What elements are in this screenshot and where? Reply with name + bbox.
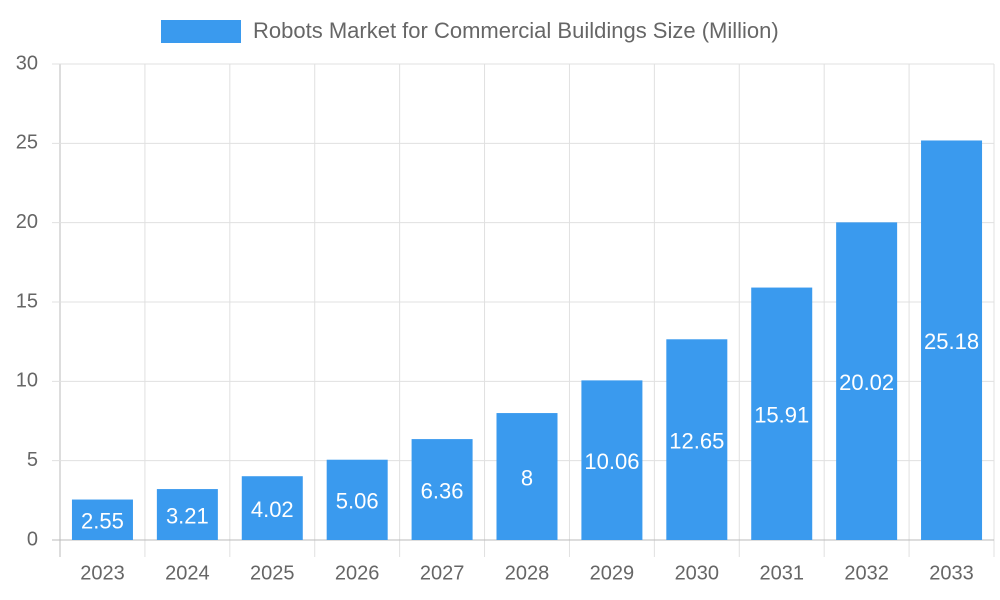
bar [751, 287, 813, 540]
data-label: 25.18 [924, 329, 979, 354]
data-label: 20.02 [839, 370, 894, 395]
y-tick-label: 25 [16, 132, 38, 154]
data-label: 12.65 [669, 428, 724, 453]
y-tick-label: 0 [27, 528, 38, 550]
y-tick-label: 20 [16, 211, 38, 233]
y-tick-label: 15 [16, 290, 38, 312]
data-label: 4.02 [251, 497, 294, 522]
data-label: 15.91 [754, 403, 809, 428]
bar [496, 413, 558, 540]
x-tick-label: 2024 [165, 562, 210, 584]
x-tick-label: 2023 [80, 562, 125, 584]
bar [156, 489, 218, 540]
x-tick-label: 2032 [844, 562, 889, 584]
bar [411, 439, 473, 540]
data-label: 2.55 [81, 509, 124, 534]
data-label: 8 [521, 465, 533, 490]
data-label: 5.06 [336, 489, 379, 514]
y-tick-label: 5 [27, 449, 38, 471]
bar [71, 499, 133, 540]
x-tick-label: 2027 [420, 562, 465, 584]
legend-label: Robots Market for Commercial Buildings S… [253, 18, 779, 43]
bar [326, 459, 388, 540]
x-tick-label: 2033 [929, 562, 974, 584]
legend-swatch [161, 20, 241, 43]
x-tick-label: 2026 [335, 562, 380, 584]
bar [836, 222, 898, 540]
bar [241, 476, 303, 540]
data-label: 10.06 [584, 449, 639, 474]
bar [921, 140, 983, 540]
x-tick-label: 2025 [250, 562, 295, 584]
x-tick-label: 2031 [759, 562, 804, 584]
bar [581, 380, 643, 540]
y-tick-label: 30 [16, 52, 38, 74]
x-tick-label: 2030 [675, 562, 720, 584]
bar [666, 339, 728, 540]
data-label: 3.21 [166, 503, 209, 528]
data-label: 6.36 [421, 478, 464, 503]
y-tick-label: 10 [16, 370, 38, 392]
x-tick-label: 2029 [590, 562, 635, 584]
x-tick-label: 2028 [505, 562, 550, 584]
